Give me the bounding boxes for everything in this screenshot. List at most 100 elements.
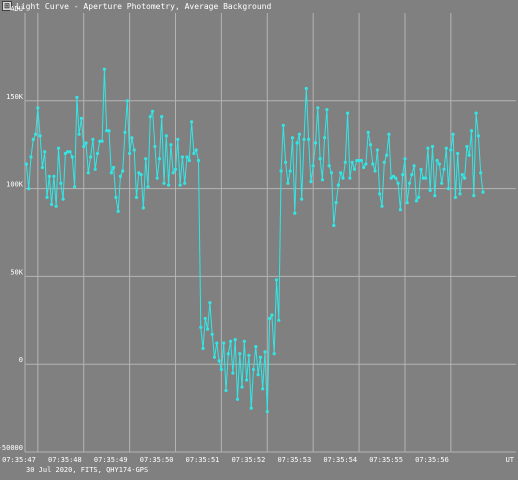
data-point xyxy=(137,171,141,175)
data-point xyxy=(151,109,155,113)
app-icon[interactable]: ⊞ xyxy=(2,1,12,11)
data-point xyxy=(132,148,136,152)
data-point xyxy=(98,139,102,143)
data-point xyxy=(112,165,116,170)
data-point xyxy=(412,164,416,168)
data-point xyxy=(433,194,437,198)
data-point xyxy=(263,350,267,354)
data-point xyxy=(378,192,382,196)
data-point xyxy=(254,345,258,349)
data-point xyxy=(63,151,67,156)
data-point xyxy=(329,171,334,175)
data-point xyxy=(451,132,455,136)
data-point xyxy=(446,187,451,191)
data-point xyxy=(364,162,368,166)
data-point xyxy=(68,150,72,154)
data-point xyxy=(89,155,93,159)
y-tick-label: 100K xyxy=(6,181,24,189)
x-tick-label: 07:35:50 xyxy=(140,456,174,464)
data-point xyxy=(437,162,441,166)
data-point xyxy=(61,197,65,201)
data-point xyxy=(302,137,306,141)
data-point xyxy=(300,197,304,201)
data-point xyxy=(373,169,377,173)
y-tick-label: -50000 xyxy=(0,444,23,452)
data-point xyxy=(403,157,407,161)
data-point xyxy=(153,144,157,149)
data-point xyxy=(144,157,148,161)
data-point xyxy=(281,123,285,127)
data-point xyxy=(125,99,129,103)
data-point xyxy=(320,178,324,182)
data-point xyxy=(215,341,219,345)
data-point xyxy=(346,111,350,115)
data-point xyxy=(456,151,460,156)
data-point xyxy=(366,130,370,134)
data-point xyxy=(77,132,81,136)
data-point xyxy=(261,387,265,391)
data-point xyxy=(229,339,233,343)
data-point xyxy=(31,137,35,141)
data-point xyxy=(407,181,412,185)
data-point xyxy=(109,171,113,175)
data-point xyxy=(66,150,70,154)
data-point xyxy=(389,176,393,180)
data-point xyxy=(203,316,207,321)
data-point xyxy=(105,129,109,133)
data-point xyxy=(458,192,462,196)
x-tick-label: 07:35:51 xyxy=(186,456,220,464)
data-point xyxy=(29,155,33,159)
data-point xyxy=(463,176,467,180)
data-point xyxy=(424,176,428,180)
data-point xyxy=(385,153,389,157)
data-point xyxy=(34,132,38,136)
data-point xyxy=(293,211,297,215)
x-tick-label: 07:35:49 xyxy=(94,456,128,464)
data-point xyxy=(206,327,210,331)
data-point xyxy=(286,181,290,185)
data-point xyxy=(52,174,56,178)
data-point xyxy=(430,144,435,149)
data-point xyxy=(224,388,228,393)
data-point xyxy=(157,157,162,161)
data-point xyxy=(318,157,322,161)
data-point xyxy=(56,146,61,150)
data-point xyxy=(290,136,295,140)
data-point xyxy=(449,148,453,152)
data-point xyxy=(316,106,320,110)
data-point xyxy=(118,174,122,178)
data-point xyxy=(304,86,308,91)
data-point xyxy=(268,316,272,321)
data-point xyxy=(362,165,366,170)
data-point xyxy=(173,167,178,171)
data-point xyxy=(226,352,230,356)
data-point xyxy=(375,148,379,152)
data-point xyxy=(481,190,485,194)
data-point xyxy=(219,367,223,372)
data-point xyxy=(297,132,301,136)
data-point xyxy=(265,410,269,414)
data-point xyxy=(180,155,184,159)
data-point xyxy=(116,209,120,213)
data-point xyxy=(396,181,400,185)
data-point xyxy=(169,143,173,147)
data-point xyxy=(160,115,164,119)
data-point xyxy=(274,278,279,282)
data-point xyxy=(123,130,127,134)
data-point xyxy=(355,158,359,163)
y-tick-label: 0 xyxy=(19,356,23,364)
data-point xyxy=(249,406,253,410)
data-point xyxy=(334,201,338,205)
x-tick-label: 07:35:47 xyxy=(2,456,36,464)
data-point xyxy=(75,95,79,99)
data-point xyxy=(307,137,311,141)
data-point xyxy=(167,183,171,187)
axis-layer: 150K 100K 50K 0 -50000 ADU 07:35:47 07:35:48 07:… xyxy=(0,5,515,464)
data-point xyxy=(84,141,88,145)
data-point xyxy=(82,144,86,149)
data-point xyxy=(24,162,28,166)
data-point xyxy=(368,143,373,147)
data-point xyxy=(208,301,212,305)
data-point xyxy=(40,165,45,170)
